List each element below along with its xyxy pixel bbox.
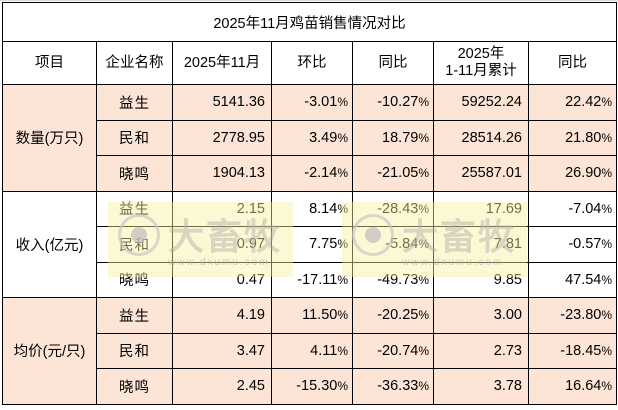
yoy-cell: -10.27% (352, 84, 434, 121)
ytd-value-cell: 59252.24 (433, 84, 529, 121)
header-mom: 环比 (271, 41, 353, 85)
table-row: 晓鸣 0.47 -17.11% -49.73% 9.85 47.54% (3, 261, 618, 298)
ytd-value-cell: 25587.01 (433, 155, 529, 192)
header-item: 项目 (2, 41, 97, 85)
mom-cell: 8.14% (271, 190, 353, 227)
ytd-yoy-cell: 22.42% (527, 84, 618, 121)
header-ytd: 2025年 1-11月累计 (433, 41, 529, 85)
yoy-cell: 18.79% (352, 119, 434, 156)
ytd-yoy-cell: 47.54% (527, 261, 618, 298)
ytd-yoy-cell: -7.04% (527, 190, 618, 227)
header-month: 2025年11月 (172, 41, 272, 85)
company-cell: 益生 (96, 297, 173, 334)
company-cell: 民和 (96, 119, 173, 156)
company-cell: 民和 (96, 332, 173, 369)
ytd-yoy-cell: 21.80% (527, 119, 618, 156)
company-cell: 民和 (96, 226, 173, 263)
header-ytd-line2: 1-11月累计 (445, 63, 517, 79)
mom-cell: -3.01% (271, 84, 353, 121)
table-row: 民和 2778.95 3.49% 18.79% 28514.26 21.80% (3, 119, 618, 156)
month-value-cell: 0.97 (172, 226, 272, 263)
month-value-cell: 3.47 (172, 332, 272, 369)
header-ytd-line1: 2025年 (457, 46, 505, 62)
ytd-yoy-cell: -18.45% (527, 332, 618, 369)
table-row: 民和 3.47 4.11% -20.74% 2.73 -18.45% (3, 332, 618, 369)
table-row: 数量(万只) 益生 5141.36 -3.01% -10.27% 59252.24 22.4… (2, 84, 618, 192)
mom-cell: -15.30% (271, 368, 353, 405)
company-cell: 晓鸣 (96, 368, 173, 405)
table-row: 晓鸣 1904.13 -2.14% -21.05% 25587.01 26.90% (3, 155, 618, 192)
header-row: 项目 企业名称 2025年11月 环比 同比 2025年 1-11月累计 同比 (2, 41, 618, 85)
mom-cell: 7.75% (271, 226, 353, 263)
ytd-yoy-cell: 16.64% (527, 368, 618, 405)
table-row: 均价(元/只) 益生 4.19 11.50% -20.25% 3.00 -23.80% (2, 297, 618, 405)
mom-cell: 4.11% (271, 332, 353, 369)
ytd-yoy-cell: 26.90% (527, 155, 618, 192)
table-row: 收入(亿元) 益生 2.15 8.14% -28.43% 17.69 -7.04% (2, 190, 618, 298)
ytd-value-cell: 7.81 (433, 226, 529, 263)
table-row: 民和 0.97 7.75% -5.84% 7.81 -0.57% (3, 226, 618, 263)
ytd-yoy-cell: -0.57% (527, 226, 618, 263)
mom-cell: -2.14% (271, 155, 353, 192)
ytd-yoy-cell: -23.80% (527, 297, 618, 334)
month-value-cell: 2.45 (172, 368, 272, 405)
category-cell: 收入(亿元) (2, 190, 97, 298)
yoy-cell: -36.33% (352, 368, 434, 405)
category-cell: 数量(万只) (2, 84, 97, 192)
ytd-value-cell: 2.73 (433, 332, 529, 369)
company-cell: 益生 (96, 84, 173, 121)
yoy-cell: -5.84% (352, 226, 434, 263)
yoy-cell: -20.25% (352, 297, 434, 334)
ytd-value-cell: 28514.26 (433, 119, 529, 156)
category-cell: 均价(元/只) (2, 297, 97, 405)
month-value-cell: 2.15 (172, 190, 272, 227)
header-company: 企业名称 (96, 41, 173, 85)
month-value-cell: 4.19 (172, 297, 272, 334)
ytd-value-cell: 9.85 (433, 261, 529, 298)
header-yoy: 同比 (352, 41, 434, 85)
mom-cell: 3.49% (271, 119, 353, 156)
yoy-cell: -21.05% (352, 155, 434, 192)
mom-cell: -17.11% (271, 261, 353, 298)
yoy-cell: -28.43% (352, 190, 434, 227)
month-value-cell: 2778.95 (172, 119, 272, 156)
ytd-value-cell: 3.78 (433, 368, 529, 405)
table-title: 2025年11月鸡苗销售情况对比 (1, 2, 618, 42)
ytd-value-cell: 3.00 (433, 297, 529, 334)
company-cell: 晓鸣 (96, 261, 173, 298)
month-value-cell: 1904.13 (172, 155, 272, 192)
mom-cell: 11.50% (271, 297, 353, 334)
yoy-cell: -20.74% (352, 332, 434, 369)
yoy-cell: -49.73% (352, 261, 434, 298)
month-value-cell: 0.47 (172, 261, 272, 298)
month-value-cell: 5141.36 (172, 84, 272, 121)
header-ytd-yoy: 同比 (527, 41, 618, 85)
company-cell: 益生 (96, 190, 173, 227)
table-row: 晓鸣 2.45 -15.30% -36.33% 3.78 16.64% (3, 368, 618, 405)
ytd-value-cell: 17.69 (433, 190, 529, 227)
company-cell: 晓鸣 (96, 155, 173, 192)
